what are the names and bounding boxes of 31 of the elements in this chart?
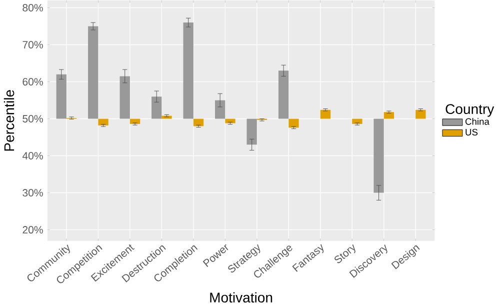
bar <box>162 116 172 119</box>
y-axis-title: Percentile <box>4 90 14 150</box>
bar <box>352 118 362 124</box>
bar <box>120 76 130 119</box>
y-tick-label: 50% <box>22 114 43 122</box>
bar <box>384 112 394 119</box>
bar <box>225 118 236 123</box>
bar <box>183 22 194 119</box>
y-tick-label: 70% <box>22 40 43 48</box>
bar <box>246 118 257 144</box>
bar <box>374 118 384 193</box>
x-axis-title: Motivation <box>210 292 272 302</box>
bar <box>320 110 331 119</box>
legend-title: Country <box>446 104 494 117</box>
bar <box>214 100 226 119</box>
bar <box>193 118 204 126</box>
legend-label: US <box>466 128 478 136</box>
y-tick-label: 60% <box>22 78 43 86</box>
bar <box>152 96 162 119</box>
y-tick-label: 80% <box>22 4 43 12</box>
bar <box>88 26 98 119</box>
legend-label: China <box>465 118 490 125</box>
y-tick-label: 30% <box>22 188 43 196</box>
bar <box>416 110 426 119</box>
bar <box>130 118 140 124</box>
bar <box>278 70 289 119</box>
bar <box>288 118 299 128</box>
y-tick-label: 20% <box>22 226 43 234</box>
bar <box>98 118 108 126</box>
bar <box>56 74 66 119</box>
y-tick-label: 40% <box>22 152 43 160</box>
